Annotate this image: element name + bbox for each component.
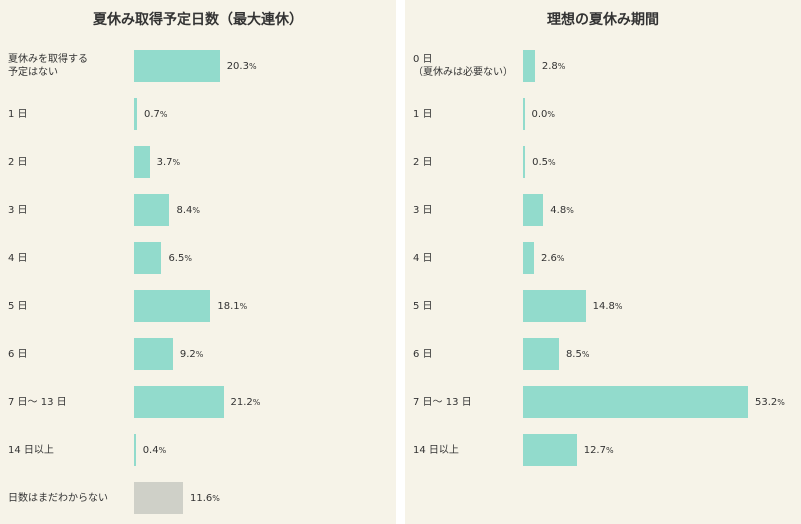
value-number: 3.7 [156,157,173,168]
value-label: 8.4% [176,204,200,217]
category-label: 6 日 [8,348,28,360]
value-unit: % [605,446,614,455]
value-unit: % [252,398,261,407]
value-unit: % [159,110,168,119]
value-unit: % [557,62,566,71]
bar [523,146,526,178]
value-number: 2.6 [540,253,557,264]
chart-title: 理想の夏休み期間 [547,12,659,28]
value-unit: % [547,110,556,119]
bar [134,482,183,514]
category-label: 4 日 [8,252,28,264]
bar [523,98,525,130]
value-number: 0.4 [142,445,159,456]
value-label: 18.1% [217,300,247,313]
value-unit: % [172,158,181,167]
value-number: 11.6 [189,493,213,504]
value-label: 20.3% [227,60,257,73]
bar [523,50,535,82]
value-unit: % [248,62,257,71]
value-label: 0.7% [144,108,168,121]
value-unit: % [158,446,167,455]
value-label: 0.0% [532,108,556,121]
value-label: 11.6% [190,492,220,505]
category-label: 2 日 [8,156,28,168]
category-label: 3 日 [413,204,433,216]
category-label: 0 日 （夏休みは必要ない） [413,54,513,78]
bar [134,434,136,466]
chart-title: 夏休み取得予定日数（最大連休） [93,12,303,28]
bar [523,194,544,226]
category-label: 6 日 [413,348,433,360]
category-label: 5 日 [8,300,28,312]
value-number: 0.5 [532,157,549,168]
value-unit: % [195,350,204,359]
value-label: 21.2% [231,396,261,409]
value-number: 9.2 [179,349,196,360]
value-unit: % [548,158,556,167]
value-number: 21.2 [230,397,253,408]
bar [134,290,211,322]
category-label: 1 日 [413,108,433,120]
value-number: 6.5 [168,253,185,264]
value-unit: % [192,206,200,215]
value-label: 0.4% [143,444,167,457]
value-unit: % [184,254,192,263]
category-label: 1 日 [8,108,28,120]
value-unit: % [556,254,565,263]
category-label: 5 日 [413,300,433,312]
bar [523,290,586,322]
value-label: 8.5% [566,348,590,361]
value-label: 2.6% [541,252,565,265]
value-unit: % [614,302,623,311]
bar [523,242,534,274]
value-number: 0.7 [143,109,160,120]
category-label: 日数はまだわからない [8,492,108,504]
bar [134,338,173,370]
bar [134,50,220,82]
value-unit: % [239,302,248,311]
chart-panel-max-vacation-days: 夏休み取得予定日数（最大連休） 夏休みを取得する 予定はない 20.3% 1 日 0.… [0,0,396,524]
value-label: 9.2% [180,348,204,361]
value-number: 20.3 [226,61,249,72]
category-label: 7 日～ 13 日 [413,396,472,408]
category-label: 7 日～ 13 日 [8,396,67,408]
category-label: 14 日以上 [8,444,54,456]
category-label: 3 日 [8,204,28,216]
bar [134,242,162,274]
bar [134,386,224,418]
value-number: 53.2 [755,397,778,408]
category-label: 4 日 [413,252,433,264]
bar [523,386,748,418]
value-label: 4.8% [550,204,574,217]
value-number: 8.4 [176,205,193,216]
category-label: 14 日以上 [413,444,459,456]
value-number: 2.8 [541,61,558,72]
value-label: 12.7% [584,444,614,457]
category-label: 夏休みを取得する 予定はない [8,54,88,78]
value-label: 14.8% [593,300,623,313]
bar [134,98,137,130]
value-number: 0.0 [531,109,548,120]
value-label: 3.7% [157,156,181,169]
value-unit: % [581,350,590,359]
value-label: 6.5% [168,252,192,265]
value-label: 2.8% [542,60,566,73]
value-unit: % [212,494,220,503]
bar [134,194,170,226]
bar [134,146,150,178]
category-label: 2 日 [413,156,433,168]
chart-panel-ideal-vacation-days: 理想の夏休み期間 0 日 （夏休みは必要ない） 2.8% 1 日 0.0% 2 日 0.5… [405,0,801,524]
value-unit: % [777,398,785,407]
value-label: 0.5% [532,156,556,169]
value-number: 12.7 [583,445,606,456]
bar [523,434,577,466]
value-label: 53.2% [755,396,785,409]
value-unit: % [566,206,574,215]
value-number: 14.8 [592,301,615,312]
value-number: 18.1 [217,301,240,312]
bar [523,338,559,370]
value-number: 4.8 [550,205,567,216]
value-number: 8.5 [565,349,582,360]
